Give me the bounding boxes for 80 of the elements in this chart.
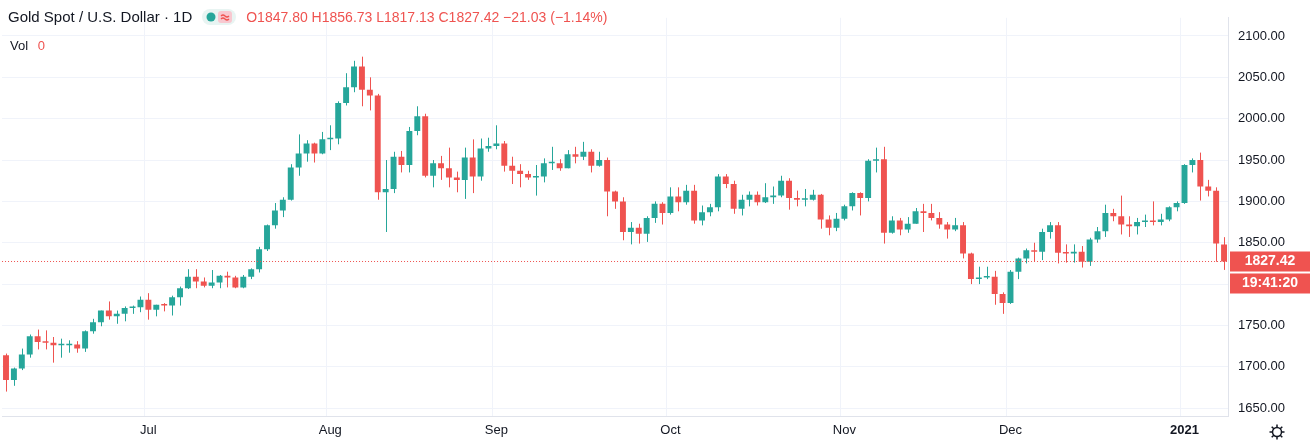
- text: 19:41:20: [1241, 274, 1299, 291]
- candlestick: [857, 191, 864, 216]
- candlestick: [177, 286, 183, 307]
- x-tick-label: Nov: [832, 421, 857, 437]
- candlestick: [295, 133, 302, 177]
- candlestick: [445, 147, 452, 188]
- candlestick: [192, 268, 199, 289]
- candlestick: [1086, 237, 1093, 267]
- candlestick: [920, 203, 927, 233]
- y-tick-label: 1750.00: [1238, 317, 1285, 333]
- candlestick: [627, 221, 634, 245]
- candlestick: [414, 105, 421, 136]
- candlestick: [461, 147, 468, 200]
- candlestick: [145, 292, 152, 321]
- y-tick-label: 1900.00: [1238, 192, 1285, 208]
- candlestick: [999, 291, 1006, 315]
- candlestick: [683, 184, 690, 206]
- x-tick-label: 2021: [1170, 421, 1199, 437]
- x-tick-label: Dec: [998, 421, 1023, 437]
- candlestick: [540, 157, 547, 183]
- y-tick-label: 1700.00: [1238, 358, 1285, 374]
- candlestick: [366, 76, 373, 111]
- candlestick: [18, 348, 25, 371]
- candlestick: [991, 270, 998, 306]
- candlestick: [1118, 195, 1125, 235]
- candlestick: [169, 295, 176, 317]
- candlestick: [34, 329, 41, 350]
- candlestick: [643, 215, 650, 243]
- candlestick: [303, 139, 310, 163]
- chart-title: Gold Spot / U.S. Dollar · 1D: [8, 8, 193, 25]
- y-tick-label: 2100.00: [1238, 27, 1285, 43]
- x-tick-label: Sep: [484, 421, 508, 437]
- candlestick: [264, 224, 270, 252]
- candlestick: [699, 205, 705, 226]
- candlestick: [42, 329, 49, 350]
- candlestick: [438, 155, 444, 181]
- ref-line-label: 1827.42: [1244, 252, 1296, 269]
- candlestick: [517, 163, 524, 188]
- y-tick-label: 1950.00: [1238, 151, 1285, 167]
- y-tick-label: 1850.00: [1238, 234, 1285, 250]
- candlestick: [849, 191, 856, 211]
- candlestick: [319, 131, 326, 155]
- y-tick-label: 2000.00: [1238, 110, 1285, 126]
- candlestick: [778, 175, 785, 198]
- candlestick: [762, 182, 769, 204]
- candlestick: [580, 141, 587, 161]
- candlestick: [1102, 204, 1109, 238]
- candlestick: [358, 56, 365, 107]
- candlestick: [184, 268, 191, 290]
- candlestick: [667, 186, 674, 216]
- candlestick: [873, 147, 879, 173]
- candlestick: [351, 60, 357, 93]
- y-tick-label: 1650.00: [1238, 399, 1285, 415]
- x-tick-label: Aug: [318, 421, 342, 437]
- candlestick: [208, 269, 215, 289]
- candlestick: [453, 171, 460, 193]
- candlestick: [825, 214, 832, 236]
- annotation: Vol 0: [10, 38, 45, 53]
- candlestick: [588, 148, 595, 173]
- candlestick: [651, 200, 658, 224]
- candlestick: [786, 177, 792, 211]
- candlestick: [675, 186, 682, 212]
- candlestick: [82, 329, 89, 353]
- candlestick: [509, 156, 516, 185]
- candlestick: [271, 202, 278, 230]
- candlestick: [635, 223, 642, 245]
- candlestick: [1039, 228, 1046, 261]
- candlestick: [738, 194, 745, 216]
- candlestick: [279, 196, 286, 218]
- candlestick: [430, 159, 437, 188]
- y-tick-label: 2050.00: [1238, 68, 1285, 84]
- candlestick: [469, 138, 476, 194]
- x-tick-label: Jul: [140, 421, 157, 437]
- candlestick: [501, 140, 508, 173]
- chart-subtitle: O1847.80 H1856.73 L1817.13 C1827.42 −21.03 (−1.14%): [246, 8, 608, 25]
- candlestick: [256, 246, 263, 274]
- candlestick: [343, 72, 350, 106]
- candlestick: [382, 159, 389, 233]
- candlestick: [26, 334, 33, 359]
- x-tick-label: Oct: [660, 421, 681, 437]
